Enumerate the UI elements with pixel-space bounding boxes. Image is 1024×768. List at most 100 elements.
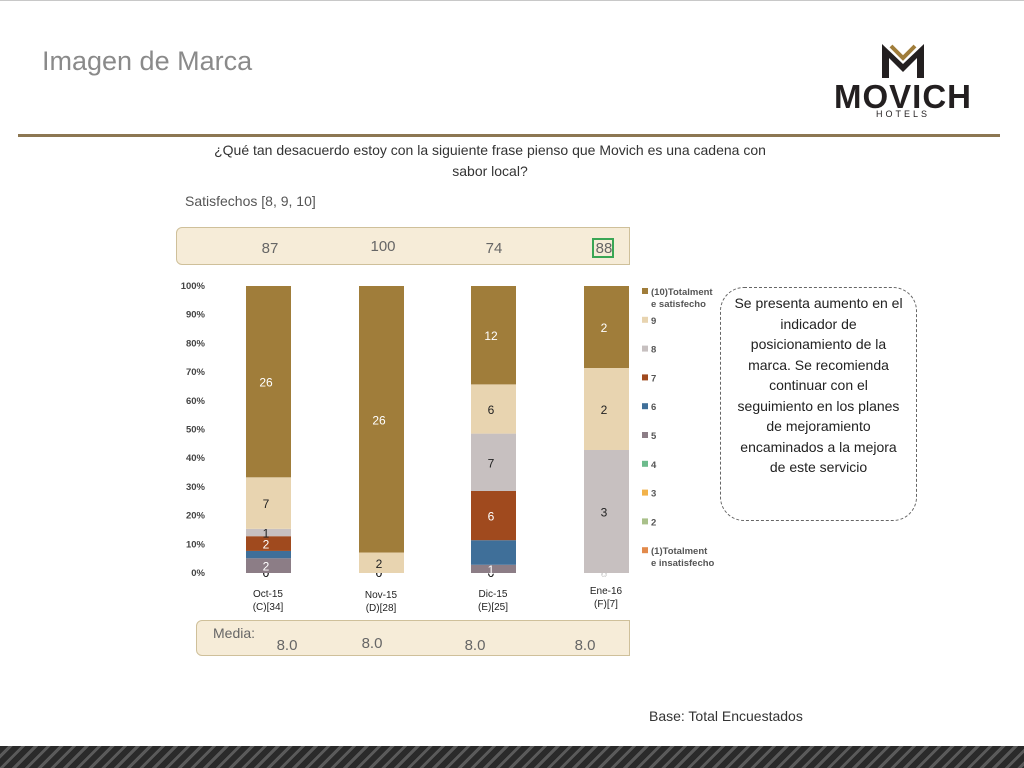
data-label: 0 bbox=[601, 566, 608, 580]
data-label: 7 bbox=[488, 456, 495, 470]
y-tick-label: 100% bbox=[181, 281, 206, 292]
footer-pattern bbox=[0, 746, 1024, 768]
media-value: 8.0 bbox=[361, 635, 383, 652]
top-border-line bbox=[0, 0, 1024, 1]
data-label: 2 bbox=[376, 557, 383, 571]
legend-swatch bbox=[642, 345, 648, 352]
data-label: 1 bbox=[263, 527, 270, 541]
bar-segment bbox=[246, 528, 291, 537]
logo-subtitle: HOTELS bbox=[875, 109, 930, 119]
satisfechos-value: 74 bbox=[485, 240, 503, 257]
data-label: 6 bbox=[488, 403, 495, 417]
y-tick-label: 20% bbox=[186, 511, 206, 522]
data-label: 0 bbox=[376, 566, 383, 580]
bar-segment bbox=[246, 550, 291, 559]
y-tick-label: 80% bbox=[186, 338, 206, 349]
x-category-label: (F)[7] bbox=[594, 599, 618, 610]
data-label: 2 bbox=[601, 321, 608, 335]
y-tick-label: 30% bbox=[186, 482, 206, 493]
data-label: 26 bbox=[259, 376, 273, 390]
legend-swatch bbox=[642, 288, 648, 294]
bar-segment bbox=[246, 286, 291, 478]
media-value: 8.0 bbox=[574, 637, 596, 654]
y-tick-label: 0% bbox=[191, 568, 205, 579]
x-category-label: Dic-15 bbox=[479, 589, 508, 600]
bar-segment bbox=[471, 433, 516, 491]
data-label: 0 bbox=[263, 566, 270, 580]
legend-label: 2 bbox=[651, 517, 656, 528]
data-label: 2 bbox=[601, 403, 608, 417]
legend-label: 5 bbox=[651, 431, 657, 442]
y-tick-label: 60% bbox=[186, 396, 206, 407]
survey-question: ¿Qué tan desacuerdo estoy con la siguien… bbox=[214, 142, 766, 179]
x-category-label: (C)[34] bbox=[253, 602, 284, 613]
legend-label: 4 bbox=[651, 460, 657, 471]
bar-segment bbox=[359, 552, 404, 573]
x-category-label: Nov-15 bbox=[365, 590, 398, 601]
legend-swatch bbox=[642, 489, 648, 496]
bar-segment bbox=[246, 477, 291, 529]
bar-segment bbox=[471, 540, 516, 565]
bar-segment bbox=[584, 286, 629, 368]
data-label: 0 bbox=[488, 566, 495, 580]
data-label: 0 bbox=[376, 566, 383, 580]
x-category-label: Oct-15 bbox=[253, 589, 283, 600]
movich-mark-icon bbox=[882, 44, 924, 78]
legend-swatch bbox=[642, 518, 648, 525]
media-label: Media: bbox=[213, 625, 256, 641]
data-label: 26 bbox=[372, 413, 386, 427]
legend-label: 9 bbox=[651, 316, 656, 327]
data-label: 0 bbox=[263, 566, 270, 580]
legend-swatch bbox=[642, 316, 648, 323]
y-tick-label: 10% bbox=[186, 539, 206, 550]
legend-label: e insatisfecho bbox=[651, 558, 715, 569]
data-label: 12 bbox=[484, 329, 498, 343]
media-value: 8.0 bbox=[276, 637, 298, 654]
legend-swatch bbox=[642, 403, 648, 410]
y-tick-label: 40% bbox=[186, 453, 206, 464]
legend-swatch bbox=[642, 460, 648, 467]
data-label: 0 bbox=[601, 566, 608, 580]
satisfechos-band: 87 100 74 88 bbox=[176, 227, 630, 265]
bar-segment bbox=[471, 564, 516, 573]
data-label: 7 bbox=[263, 497, 270, 511]
bar-segment bbox=[584, 450, 629, 573]
media-value: 8.0 bbox=[464, 637, 486, 654]
bar-segment bbox=[471, 286, 516, 385]
highlight-box bbox=[592, 238, 614, 258]
page-title: Imagen de Marca bbox=[42, 46, 253, 76]
x-category-label: (D)[28] bbox=[366, 603, 397, 614]
x-category-label: (E)[25] bbox=[478, 602, 508, 613]
data-label: 0 bbox=[601, 566, 608, 580]
x-category-label: Ene-16 bbox=[590, 586, 623, 597]
legend-label: e satisfecho bbox=[651, 299, 706, 310]
satisfechos-value: 87 bbox=[261, 240, 279, 257]
data-label: 0 bbox=[488, 566, 495, 580]
legend-label: (1)Totalment bbox=[651, 546, 708, 557]
data-label: 6 bbox=[488, 510, 495, 524]
y-tick-label: 50% bbox=[186, 425, 206, 436]
bar-segment bbox=[246, 536, 291, 551]
legend-label: 8 bbox=[651, 345, 656, 356]
bar-segment bbox=[246, 558, 291, 573]
y-tick-label: 70% bbox=[186, 367, 206, 378]
bar-segment bbox=[584, 368, 629, 450]
satisfechos-value: 100 bbox=[370, 238, 396, 255]
data-label: 3 bbox=[601, 506, 608, 520]
recommendation-callout: Se presenta aumento en el indicador de p… bbox=[720, 287, 917, 521]
media-band: 8.0 8.0 8.0 8.0 bbox=[196, 620, 630, 656]
base-note: Base: Total Encuestados bbox=[649, 708, 803, 724]
bar-segment bbox=[359, 286, 404, 553]
legend-label: 3 bbox=[651, 489, 656, 500]
bar-segment bbox=[471, 491, 516, 541]
header-rule bbox=[18, 134, 1000, 137]
bar-segment bbox=[471, 384, 516, 434]
data-label: 1 bbox=[488, 563, 495, 577]
legend-label: 7 bbox=[651, 373, 656, 384]
data-label: 2 bbox=[263, 538, 270, 552]
y-tick-label: 90% bbox=[186, 310, 206, 321]
logo-name: MOVICH bbox=[834, 78, 972, 115]
legend-label: 6 bbox=[651, 402, 656, 413]
data-label: 2 bbox=[263, 560, 270, 574]
legend-swatch bbox=[642, 374, 648, 381]
